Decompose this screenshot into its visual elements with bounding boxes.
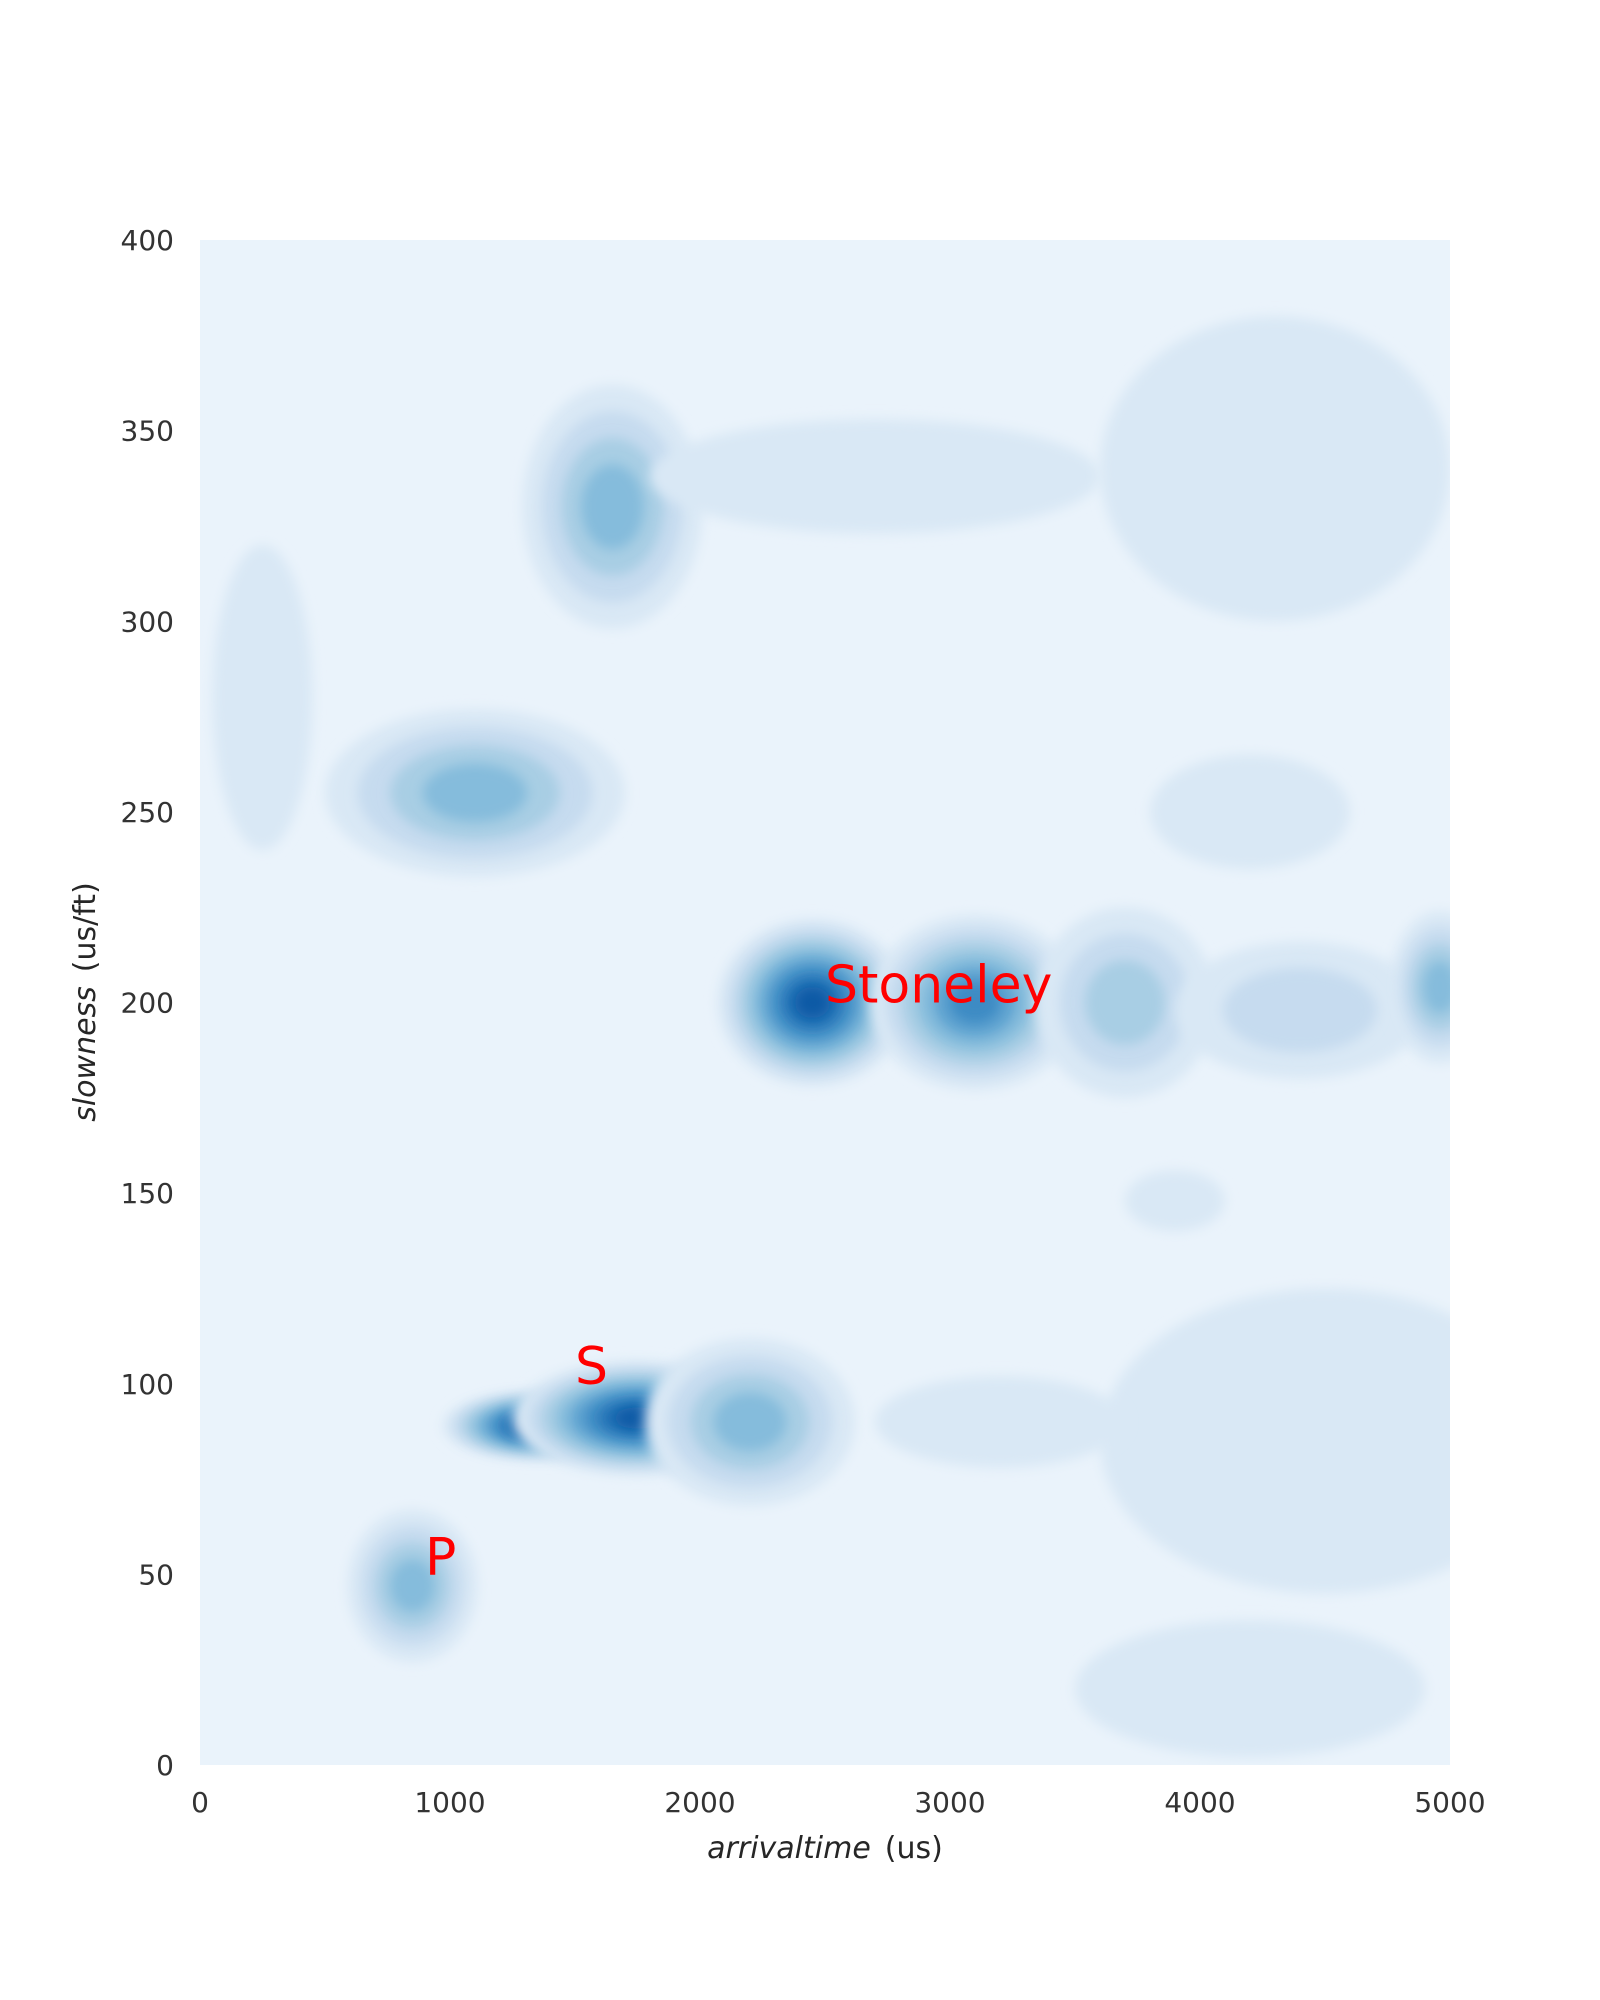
- heatmap-region-patch-150: [1125, 1170, 1225, 1232]
- heatmap-region-P-arrival: [347, 1509, 478, 1663]
- contour-level-1: [212, 545, 313, 850]
- heatmap-region-Stoneley-edge: [1390, 911, 1450, 1064]
- heatmap-region-mode-330: [522, 384, 703, 629]
- y-tick-label: 150: [121, 1177, 174, 1210]
- annotations: Stoneley S P: [425, 956, 1052, 1588]
- x-tick-label: 5000: [1414, 1786, 1485, 1819]
- contour-level-1: [1150, 754, 1350, 870]
- contour-level-1: [1125, 1170, 1225, 1232]
- heatmap-region-left-branch: [212, 545, 313, 850]
- y-tick-label: 0: [156, 1749, 174, 1782]
- heatmap-region-Stoneley-tail: [1035, 907, 1215, 1098]
- heatmap-region-bottom-right: [1075, 1620, 1425, 1758]
- y-axis-unit: (us/ft): [68, 882, 103, 972]
- y-tick-label: 200: [121, 987, 174, 1020]
- y-axis-name: slowness: [68, 986, 103, 1122]
- contour-level-6: [949, 981, 1001, 1024]
- heatmap-region-Stoneley-core: [717, 918, 908, 1087]
- y-tick-label: 250: [121, 796, 174, 829]
- heatmap-region-mid-right-250: [1150, 754, 1350, 870]
- heatmap-regions: [212, 316, 1450, 1758]
- contour-level-2: [1223, 967, 1377, 1053]
- contour-level-1: [650, 419, 1100, 534]
- contour-level-1: [1100, 316, 1450, 622]
- heatmap-region-mode-250: [325, 708, 625, 877]
- x-axis-title: arrivaltime (us): [707, 1831, 943, 1866]
- heatmap-region-Stoneley-extension: [1175, 941, 1425, 1079]
- y-tick-label: 400: [121, 224, 174, 257]
- contour-level-4: [1422, 960, 1450, 1014]
- x-axis-unit: (us): [885, 1831, 943, 1866]
- x-tick-label: 3000: [914, 1786, 985, 1819]
- heatmap-region-upper-right: [1100, 316, 1450, 622]
- x-tick-label: 2000: [664, 1786, 735, 1819]
- x-tick-label: 0: [191, 1786, 209, 1819]
- contour-level-4: [389, 1559, 436, 1613]
- y-tick-label: 300: [121, 605, 174, 638]
- annotation-label: S: [575, 1337, 608, 1397]
- heatmap-region-Stoneley-mid: [870, 914, 1080, 1091]
- y-axis-title: slowness (us/ft): [68, 882, 103, 1122]
- heatmap-region-tail-S-right: [875, 1376, 1125, 1468]
- contour-level-4: [581, 464, 644, 550]
- contour-level-1: [875, 1376, 1125, 1468]
- y-tick-label: 50: [138, 1558, 174, 1591]
- contour-level-3: [1085, 960, 1165, 1045]
- annotation-label: Stoneley: [825, 956, 1052, 1016]
- y-tick-label: 350: [121, 415, 174, 448]
- contour-level-4: [422, 763, 528, 822]
- heatmap-region-upper-ridge: [650, 419, 1100, 534]
- contour-level-1: [1100, 1288, 1450, 1594]
- contour-level-4: [713, 1392, 787, 1452]
- contour-level-1: [1075, 1620, 1425, 1758]
- x-axis: 0 1000 2000 3000 4000 5000: [191, 1786, 1486, 1819]
- y-tick-label: 100: [121, 1368, 174, 1401]
- heatmap-region-S-arrival-tail: [645, 1338, 855, 1506]
- x-tick-label: 4000: [1164, 1786, 1235, 1819]
- x-tick-label: 1000: [414, 1786, 485, 1819]
- heatmap-region-low-right-band: [1100, 1288, 1450, 1594]
- contour-level-8: [794, 986, 831, 1019]
- annotation-label: P: [425, 1527, 456, 1587]
- y-axis: 0 50 100 150 200 250 300 350 400: [121, 224, 174, 1782]
- x-axis-name: arrivaltime: [707, 1831, 871, 1866]
